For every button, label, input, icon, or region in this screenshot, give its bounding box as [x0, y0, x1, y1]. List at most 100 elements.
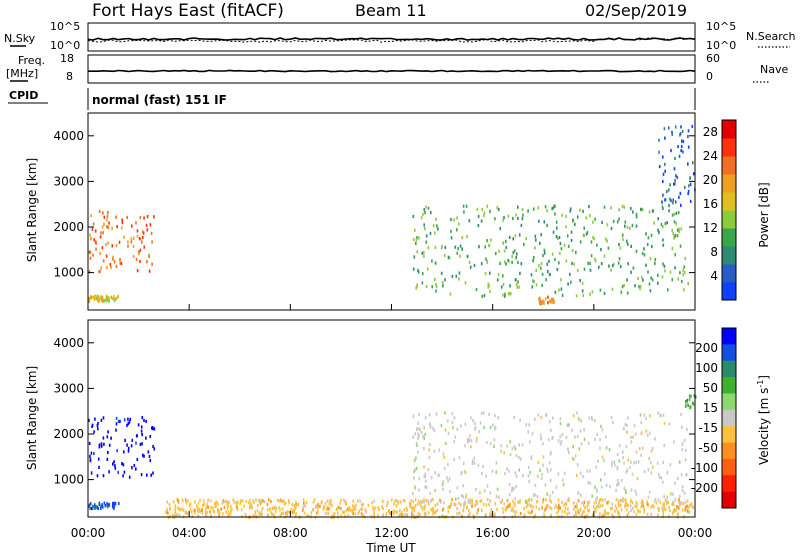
power-cell: [102, 211, 104, 215]
power-cell: [412, 267, 415, 271]
velocity-cell: [471, 461, 474, 465]
power-cell: [458, 222, 460, 226]
velocity-cell: [204, 511, 207, 515]
velocity-cell: [271, 512, 273, 516]
velocity-cell: [668, 505, 670, 510]
x-tick-label: 00:00: [678, 526, 713, 540]
velocity-cell: [236, 505, 238, 509]
velocity-cell: [458, 501, 461, 505]
power-cell: [687, 162, 689, 166]
power-cell: [617, 220, 619, 224]
velocity-cell: [262, 499, 264, 503]
velocity-cell: [647, 503, 649, 507]
power-cell: [647, 270, 649, 274]
velocity-cell: [414, 498, 417, 502]
velocity-cell: [477, 463, 480, 467]
velocity-cell: [210, 514, 212, 518]
velocity-cell: [255, 498, 257, 502]
velocity-cell: [605, 446, 608, 450]
velocity-cell: [471, 459, 474, 463]
velocity-cell: [567, 497, 570, 501]
velocity-cell: [654, 497, 657, 502]
velocity-cell: [633, 424, 636, 428]
velocity-cell: [113, 506, 115, 511]
velocity-cell: [571, 428, 573, 432]
velocity-cell: [417, 421, 419, 425]
velocity-cell: [582, 475, 584, 479]
velocity-cell: [447, 479, 449, 483]
velocity-cell: [600, 424, 602, 428]
velocity-cell: [476, 501, 479, 506]
velocity-cell: [107, 430, 109, 434]
velocity-cell: [523, 513, 526, 517]
power-cell: [627, 262, 629, 266]
power-cell: [543, 251, 546, 255]
velocity-colorbar-tick: -200: [691, 481, 718, 495]
velocity-cell: [449, 489, 451, 493]
power-cell: [676, 234, 679, 238]
power-cell: [675, 174, 677, 178]
power-cell: [507, 258, 509, 262]
velocity-cell: [217, 508, 219, 512]
power-cell: [589, 268, 592, 272]
velocity-cell: [209, 510, 211, 514]
velocity-cell: [275, 506, 278, 511]
power-cell: [151, 262, 153, 266]
velocity-cell: [669, 509, 671, 513]
velocity-cell: [97, 427, 99, 431]
velocity-cell: [635, 501, 638, 505]
velocity-cell: [189, 507, 192, 511]
power-cell: [547, 295, 549, 299]
velocity-cell: [627, 416, 629, 420]
velocity-cell: [574, 454, 577, 458]
velocity-cell: [179, 508, 182, 512]
velocity-cell: [597, 459, 599, 463]
velocity-cell: [637, 460, 640, 464]
power-cell: [414, 228, 416, 232]
velocity-cell: [340, 507, 342, 511]
power-cell: [592, 220, 594, 224]
power-cell: [456, 251, 459, 255]
velocity-cell: [634, 432, 637, 436]
velocity-cell: [629, 504, 632, 508]
velocity-cell: [479, 499, 481, 503]
y-tick-label: 2000: [53, 220, 84, 234]
power-cell: [502, 218, 504, 222]
power-cell: [662, 225, 664, 229]
velocity-cell: [457, 497, 460, 501]
power-cell: [687, 192, 689, 196]
velocity-cell: [504, 472, 506, 476]
power-cell: [464, 281, 467, 285]
velocity-cell: [97, 457, 100, 461]
velocity-cell: [129, 417, 131, 421]
velocity-cell: [462, 509, 464, 513]
velocity-cell: [601, 455, 604, 459]
power-cell: [560, 247, 563, 251]
nave-label: Nave: [760, 63, 788, 76]
velocity-cell: [564, 501, 567, 506]
velocity-cell: [637, 508, 639, 512]
velocity-cell: [568, 423, 570, 427]
velocity-cell: [247, 501, 250, 505]
velocity-cell: [218, 513, 220, 517]
velocity-cell: [149, 458, 152, 463]
power-cell: [424, 227, 426, 231]
velocity-cell: [367, 503, 370, 507]
power-cell: [643, 253, 646, 257]
velocity-cell: [580, 507, 582, 511]
power-cell: [662, 193, 664, 197]
power-cell: [538, 264, 540, 268]
power-cell: [674, 253, 676, 257]
velocity-cell: [542, 463, 544, 467]
velocity-cell: [640, 453, 642, 457]
velocity-cell: [584, 506, 586, 510]
power-cell: [434, 278, 436, 282]
power-colorbar-tick: 4: [710, 269, 718, 283]
velocity-cell: [332, 512, 335, 516]
power-cell: [466, 235, 468, 239]
power-cell: [626, 225, 629, 229]
velocity-cell: [424, 511, 426, 515]
power-cell: [632, 210, 634, 214]
velocity-cell: [534, 483, 537, 487]
